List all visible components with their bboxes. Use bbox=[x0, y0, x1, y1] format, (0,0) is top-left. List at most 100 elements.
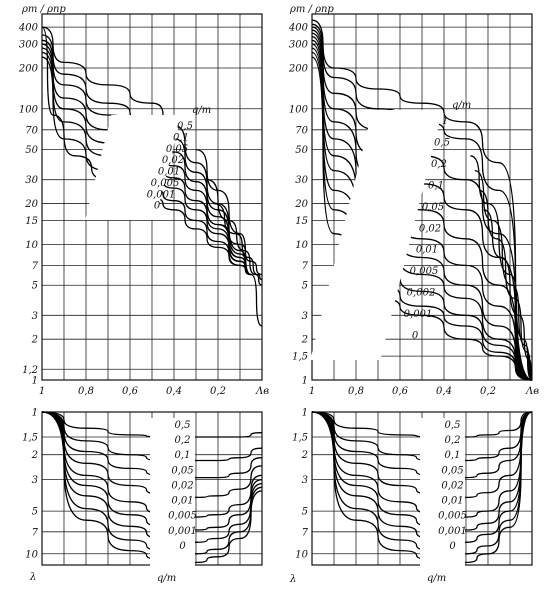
series-line bbox=[311, 51, 533, 381]
y-tick-label: 5 bbox=[32, 281, 38, 292]
y-tick-label: 5 bbox=[32, 507, 38, 518]
curve-label: 0,001 bbox=[168, 526, 197, 537]
y-tick-label: 100 bbox=[289, 104, 309, 115]
curve-label: 0,2 bbox=[431, 159, 447, 170]
curve-label: 0,02 bbox=[441, 480, 463, 491]
curve-label: 0,02 bbox=[162, 155, 184, 166]
x-tick-label: 0,8 bbox=[78, 386, 94, 397]
y-tick-label: 1 bbox=[32, 408, 38, 419]
curve-label: 0,001 bbox=[438, 526, 467, 537]
label-strip bbox=[420, 418, 465, 568]
y-tick-label: 1 bbox=[302, 376, 308, 387]
y-tick-label: 10 bbox=[25, 549, 38, 560]
y-tick-label: 15 bbox=[295, 216, 308, 227]
y-axis-title: λ bbox=[29, 572, 36, 583]
y-tick-label: 1 bbox=[302, 408, 308, 419]
curve-label: 0 bbox=[412, 331, 419, 342]
y-tick-label: 1 bbox=[32, 376, 38, 387]
curve-label: 0,01 bbox=[158, 167, 180, 178]
y-tick-label: 10 bbox=[25, 240, 38, 251]
y-tick-label: 400 bbox=[288, 23, 309, 34]
x-tick-label: 0,8 bbox=[348, 386, 364, 397]
y-tick-label: 7 bbox=[32, 261, 39, 272]
y-tick-label: 200 bbox=[18, 63, 39, 74]
curve-label: 0,01 bbox=[416, 245, 438, 256]
y-tick-label: 1,5 bbox=[292, 432, 308, 443]
legend-header: q/m bbox=[192, 105, 211, 116]
chart-bottom-right: 1 1,5 2 3 5 7 10 λ q/m 0,5 0,2 0,1 0,05 0,02 0,01 0,005… bbox=[289, 408, 533, 585]
curve-label: 0,5 bbox=[175, 420, 191, 431]
curve-label: 0,02 bbox=[171, 480, 193, 491]
steep-curve-line bbox=[206, 179, 263, 286]
y-axis-title: λ bbox=[289, 574, 296, 585]
y-tick-label: 1,5 bbox=[292, 352, 308, 363]
y-tick-label: 7 bbox=[32, 527, 39, 538]
curve-label: 0,05 bbox=[166, 144, 188, 155]
series-line bbox=[311, 32, 533, 381]
x-tick-label: 0,2 bbox=[210, 386, 226, 397]
plot-frame bbox=[311, 13, 533, 381]
y-tick-label: 7 bbox=[302, 261, 309, 272]
y-axis-title: ρm / ρпр bbox=[289, 4, 334, 15]
y-tick-label: 2 bbox=[301, 450, 308, 461]
curve-label: 0,01 bbox=[171, 496, 193, 507]
curve-label: 0,5 bbox=[445, 420, 461, 431]
chart-bottom-left: 1 1,5 2 3 5 7 10 λ q/m 0,5 0,2 0,1 0,05 0,02 0,01 0,005… bbox=[22, 408, 263, 584]
plot-frame bbox=[41, 13, 263, 381]
series-line bbox=[41, 51, 252, 276]
label-strip bbox=[150, 418, 195, 568]
x-tick-label: 0,4 bbox=[436, 386, 452, 397]
curve-label: 0,1 bbox=[173, 132, 189, 143]
y-tick-label: 1,5 bbox=[22, 432, 38, 443]
x-axis-title: q/m bbox=[157, 573, 176, 584]
y-tick-label: 100 bbox=[19, 104, 39, 115]
y-tick-label: 3 bbox=[302, 311, 308, 322]
series-line bbox=[311, 36, 533, 381]
curve-label: 0,1 bbox=[175, 450, 191, 461]
series-line bbox=[311, 43, 533, 381]
y-tick-label: 300 bbox=[19, 40, 39, 51]
y-tick-label: 2 bbox=[31, 450, 38, 461]
legend-header: q/m bbox=[452, 100, 471, 111]
curve-label: 0,05 bbox=[171, 465, 193, 476]
series-line bbox=[311, 19, 533, 381]
x-tick-label: 0,4 bbox=[166, 386, 182, 397]
curve-label: 0,2 bbox=[445, 435, 461, 446]
y-tick-label: 5 bbox=[302, 281, 308, 292]
curve-label: 0,001 bbox=[147, 189, 176, 200]
y-tick-label: 3 bbox=[32, 475, 38, 486]
y-tick-label: 3 bbox=[302, 475, 308, 486]
curve-label: 0,2 bbox=[175, 435, 191, 446]
curve-label: 0,05 bbox=[422, 202, 444, 213]
x-tick-label: 0,6 bbox=[122, 386, 139, 397]
y-tick-label: 50 bbox=[25, 145, 38, 156]
x-tick-label: 1 bbox=[309, 386, 315, 397]
curve-label: 0,1 bbox=[428, 180, 444, 191]
steep-curve-line bbox=[483, 209, 533, 381]
x-axis-title: Λв bbox=[525, 386, 539, 397]
curve-label: 0,005 bbox=[438, 511, 467, 522]
y-axis-title: ρm / ρпр bbox=[21, 4, 66, 15]
steep-curve-line bbox=[217, 223, 263, 276]
y-tick-label: 10 bbox=[295, 549, 308, 560]
y-tick-label: 7 bbox=[302, 527, 309, 538]
curve-label: 0,02 bbox=[419, 223, 441, 234]
curve-label: 0,005 bbox=[410, 266, 439, 277]
y-tick-label: 3 bbox=[32, 311, 38, 322]
label-strip bbox=[310, 110, 443, 360]
y-tick-label: 20 bbox=[294, 199, 308, 210]
series-line bbox=[41, 26, 252, 276]
y-tick-label: 400 bbox=[18, 23, 39, 34]
label-strip bbox=[85, 115, 182, 220]
curve-label: 0,05 bbox=[441, 465, 463, 476]
series-line bbox=[311, 56, 533, 381]
y-tick-label: 300 bbox=[289, 40, 309, 51]
series-line bbox=[311, 39, 533, 381]
y-tick-label: 30 bbox=[295, 175, 308, 186]
curve-label: 0,1 bbox=[445, 450, 461, 461]
y-tick-label: 5 bbox=[302, 507, 308, 518]
curve-label: 0,01 bbox=[441, 496, 463, 507]
x-tick-label: 0,2 bbox=[480, 386, 496, 397]
